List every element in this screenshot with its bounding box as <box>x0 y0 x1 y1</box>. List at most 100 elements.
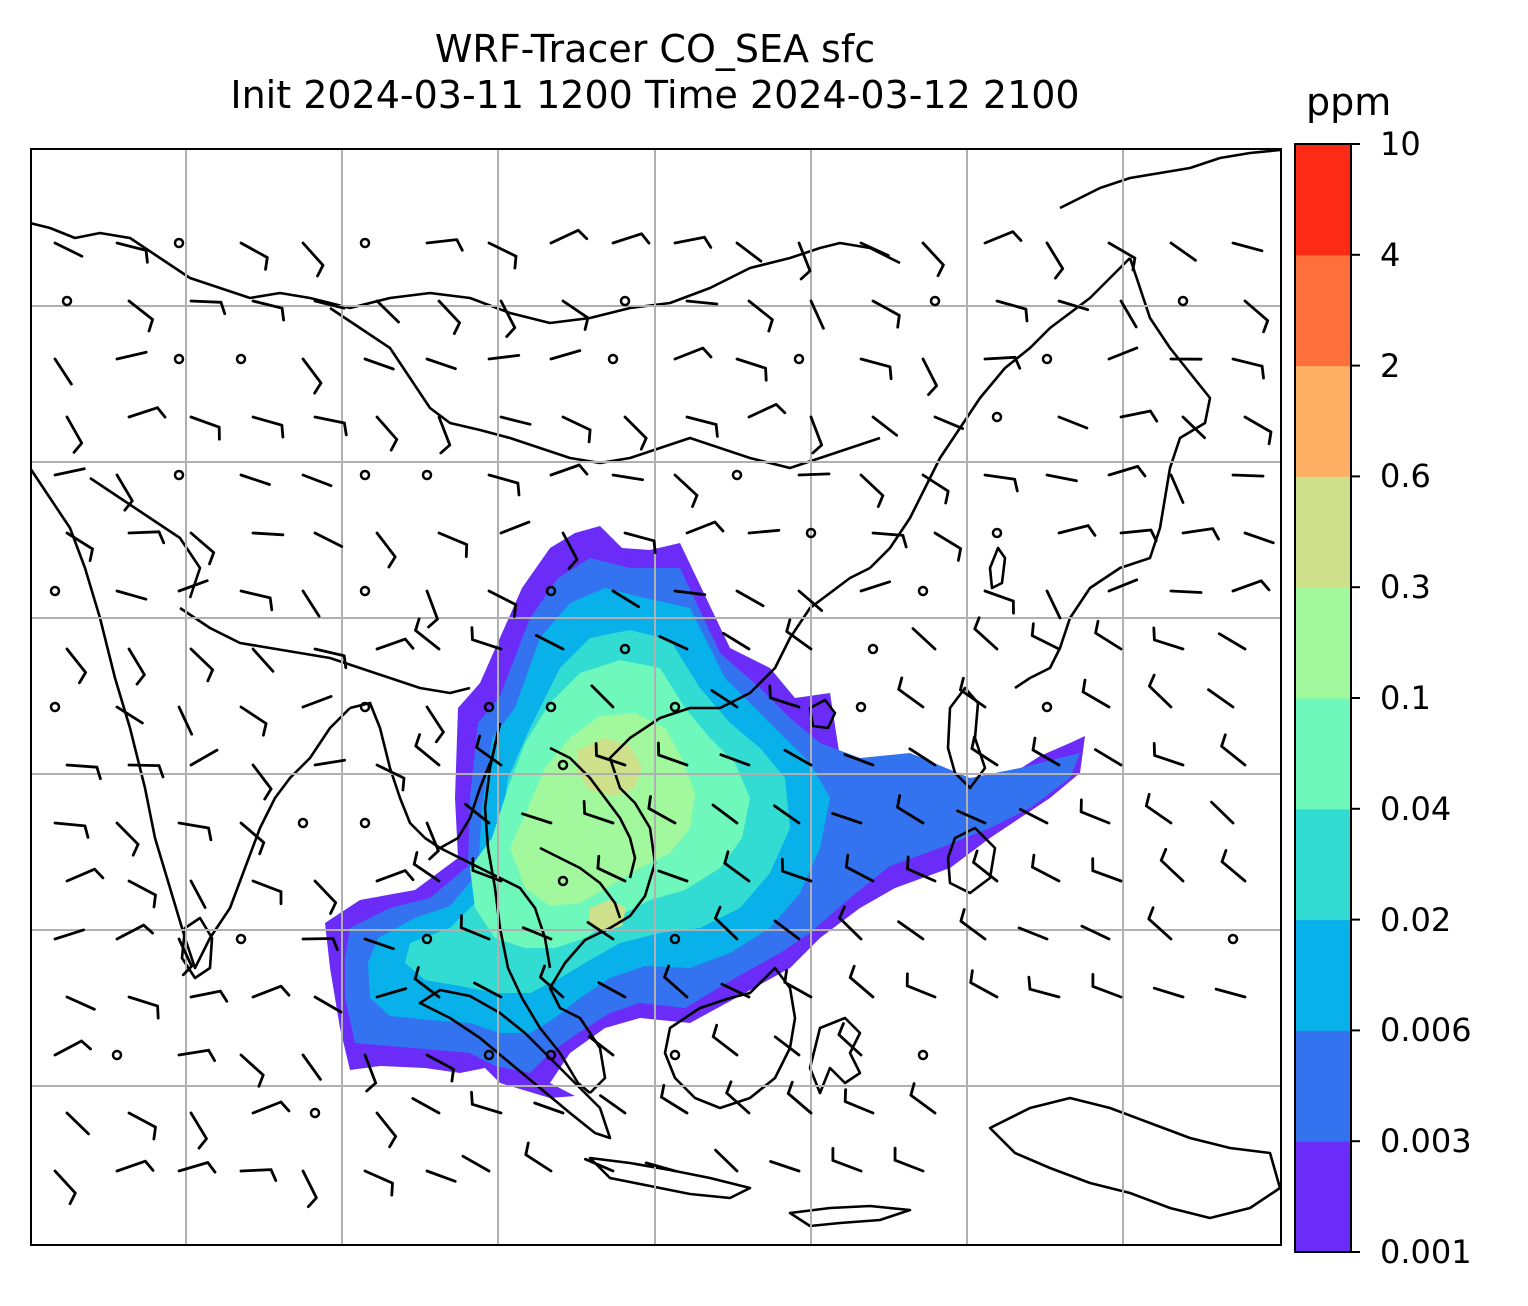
wind-barb <box>177 705 194 736</box>
coast-china <box>869 257 1131 569</box>
wind-calm-circle <box>359 237 371 249</box>
wind-barb <box>983 230 1023 245</box>
wind-barb <box>783 748 813 767</box>
wind-calm-circle <box>359 701 371 713</box>
wind-barb <box>177 579 209 593</box>
wind-barb <box>425 589 439 629</box>
wind-barb <box>177 821 213 842</box>
wind-barb <box>499 299 517 338</box>
wind-barb <box>115 473 134 512</box>
wind-barb <box>921 241 945 278</box>
wind-calm-circle <box>235 933 247 945</box>
wind-barb <box>65 1111 90 1136</box>
wind-barb <box>65 867 105 883</box>
wind-calm-circle <box>991 411 1003 423</box>
wind-barb <box>1018 808 1049 825</box>
wind-barb <box>1081 678 1111 709</box>
wind-barb <box>587 1035 615 1057</box>
wind-barb <box>375 1111 398 1149</box>
wind-barb <box>859 473 885 508</box>
wind-barb <box>414 617 441 651</box>
wind-barb <box>673 589 707 597</box>
wind-calm-circle <box>1227 933 1239 945</box>
wind-barb <box>769 1160 801 1173</box>
colorbar-segment <box>1295 587 1351 699</box>
wind-calm-circle <box>917 1049 929 1061</box>
wind-barb <box>461 1154 491 1173</box>
wind-barb <box>53 357 73 386</box>
wind-barb <box>65 763 102 781</box>
wind-barb <box>425 1169 457 1183</box>
wind-barb <box>1107 346 1139 361</box>
wind-barb <box>177 1161 217 1174</box>
wind-barb <box>921 357 938 396</box>
wind-barb <box>582 800 615 825</box>
wind-barb <box>53 928 85 941</box>
wind-barb <box>425 357 457 371</box>
wind-barb <box>1152 742 1185 767</box>
wind-barb <box>1107 578 1139 593</box>
border-myanmar <box>439 846 552 969</box>
wind-calm-circle <box>731 469 743 481</box>
wind-barb <box>723 850 751 883</box>
wind-barb <box>644 1161 677 1173</box>
wind-barb <box>189 989 229 1003</box>
coast-sumatra <box>418 988 612 1140</box>
wind-barb <box>239 705 268 737</box>
wind-barb <box>933 531 962 562</box>
wind-barb <box>685 299 719 306</box>
wind-barb <box>1045 589 1062 620</box>
wind-barb <box>831 812 863 825</box>
wind-barb <box>189 1111 208 1150</box>
wind-barb <box>843 1088 875 1115</box>
wind-calm-circle <box>669 701 681 713</box>
wind-barb <box>375 299 400 324</box>
wind-barb <box>710 689 739 709</box>
wind-barb <box>549 463 589 477</box>
wind-barb <box>663 964 689 999</box>
colorbar-segment <box>1295 1030 1351 1142</box>
colorbar-segment <box>1295 365 1351 477</box>
wind-barb <box>1094 619 1123 651</box>
wind-calm-circle <box>421 933 433 945</box>
wind-barb <box>1119 409 1159 423</box>
colorbar-tick-label: 4 <box>1380 235 1401 274</box>
wind-barb <box>1080 924 1111 941</box>
wind-barb <box>425 1053 455 1083</box>
wind-barb <box>189 647 214 683</box>
wind-barb <box>239 1053 265 1088</box>
wind-barb <box>1079 798 1111 825</box>
wind-barb <box>714 905 739 941</box>
wind-barb <box>722 631 751 651</box>
border-china-south <box>329 306 881 470</box>
wind-barb <box>845 853 875 883</box>
wind-barb <box>459 914 491 941</box>
coast-sulawesi <box>808 1016 862 1095</box>
wind-barb <box>995 299 1029 323</box>
wind-barb <box>411 1097 441 1115</box>
wind-barb <box>1207 688 1235 709</box>
wind-barb <box>251 879 283 906</box>
wind-barb <box>1057 524 1097 537</box>
wind-barb <box>657 869 689 883</box>
wind-barb <box>363 1169 394 1197</box>
border-himalaya <box>179 606 471 695</box>
wind-barb <box>1231 357 1265 380</box>
border-laos-vietnam <box>549 746 637 879</box>
wind-barb <box>735 589 765 608</box>
wind-barb <box>65 415 84 454</box>
wind-barb <box>843 753 875 767</box>
wind-barb <box>533 1101 565 1115</box>
wind-barb <box>735 357 768 382</box>
wind-barb <box>313 647 348 670</box>
coast-philippines-south <box>946 826 997 895</box>
wind-calm-circle <box>557 759 569 771</box>
wind-barb <box>1107 465 1147 478</box>
wind-barb <box>599 1094 627 1115</box>
wind-calm-circle <box>607 353 619 365</box>
wind-calm-circle <box>619 643 631 655</box>
wind-barb <box>590 684 615 709</box>
coast-malay-peninsula <box>483 722 591 1094</box>
wind-barb <box>983 355 1022 370</box>
wind-barb <box>473 981 503 999</box>
